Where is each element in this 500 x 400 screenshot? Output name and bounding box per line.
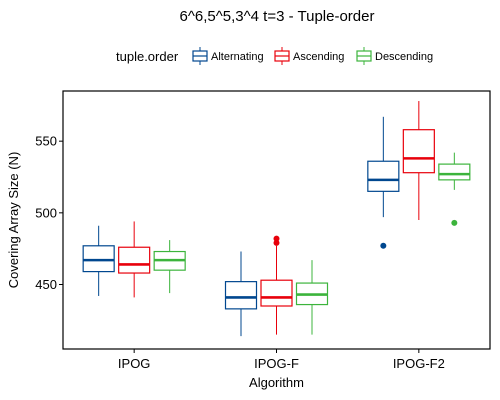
box-descending-ipog-f2: [438, 152, 471, 226]
box-body: [438, 163, 471, 181]
x-axis: IPOG IPOG-F IPOG-F2: [118, 349, 445, 371]
legend: tuple.order Alternating Ascending Descendi…: [116, 47, 433, 65]
box-alternating-ipog-f: [224, 251, 258, 337]
y-tick-label: 550: [35, 134, 57, 149]
box-alternating-ipog: [82, 225, 115, 296]
chart-title: 6^6,5^5,3^4 t=3 - Tuple-order: [180, 8, 375, 25]
legend-label: Alternating: [211, 51, 264, 63]
y-tick-label: 450: [35, 277, 57, 292]
x-tick-label: IPOG-F2: [393, 356, 445, 371]
outlier-point: [273, 239, 280, 246]
y-axis: 450 500 550: [35, 134, 63, 292]
legend-title: tuple.order: [116, 49, 179, 64]
box-ascending-ipog: [118, 221, 151, 298]
box-ascending-ipog-f: [260, 235, 293, 335]
box-descending-ipog: [153, 240, 186, 294]
box-body: [118, 246, 151, 274]
y-tick-label: 500: [35, 205, 57, 220]
box-alternating-ipog-f2: [367, 116, 400, 249]
box-body: [367, 160, 400, 192]
box-body: [82, 245, 115, 273]
outlier-point: [273, 235, 280, 242]
plot-area: 450 500 550 IPOG IPOG-F IPOG-F2: [35, 90, 491, 371]
x-tick-label: IPOG-F: [254, 356, 299, 371]
box-body: [224, 281, 258, 310]
legend-item-alternating: Alternating: [192, 47, 264, 65]
x-tick-label: IPOG: [118, 356, 151, 371]
legend-label: Descending: [375, 51, 433, 63]
x-axis-title: Algorithm: [249, 375, 304, 390]
box-body: [402, 129, 435, 174]
y-axis-title: Covering Array Size (N): [6, 152, 21, 289]
legend-label: Ascending: [293, 51, 344, 63]
outlier-point: [451, 219, 458, 226]
box-body: [260, 279, 293, 307]
outlier-point: [380, 242, 387, 249]
boxes-layer: [82, 101, 471, 337]
legend-item-ascending: Ascending: [274, 47, 344, 65]
box-descending-ipog-f: [295, 260, 329, 335]
legend-item-descending: Descending: [356, 47, 433, 65]
box-ascending-ipog-f2: [402, 101, 435, 220]
